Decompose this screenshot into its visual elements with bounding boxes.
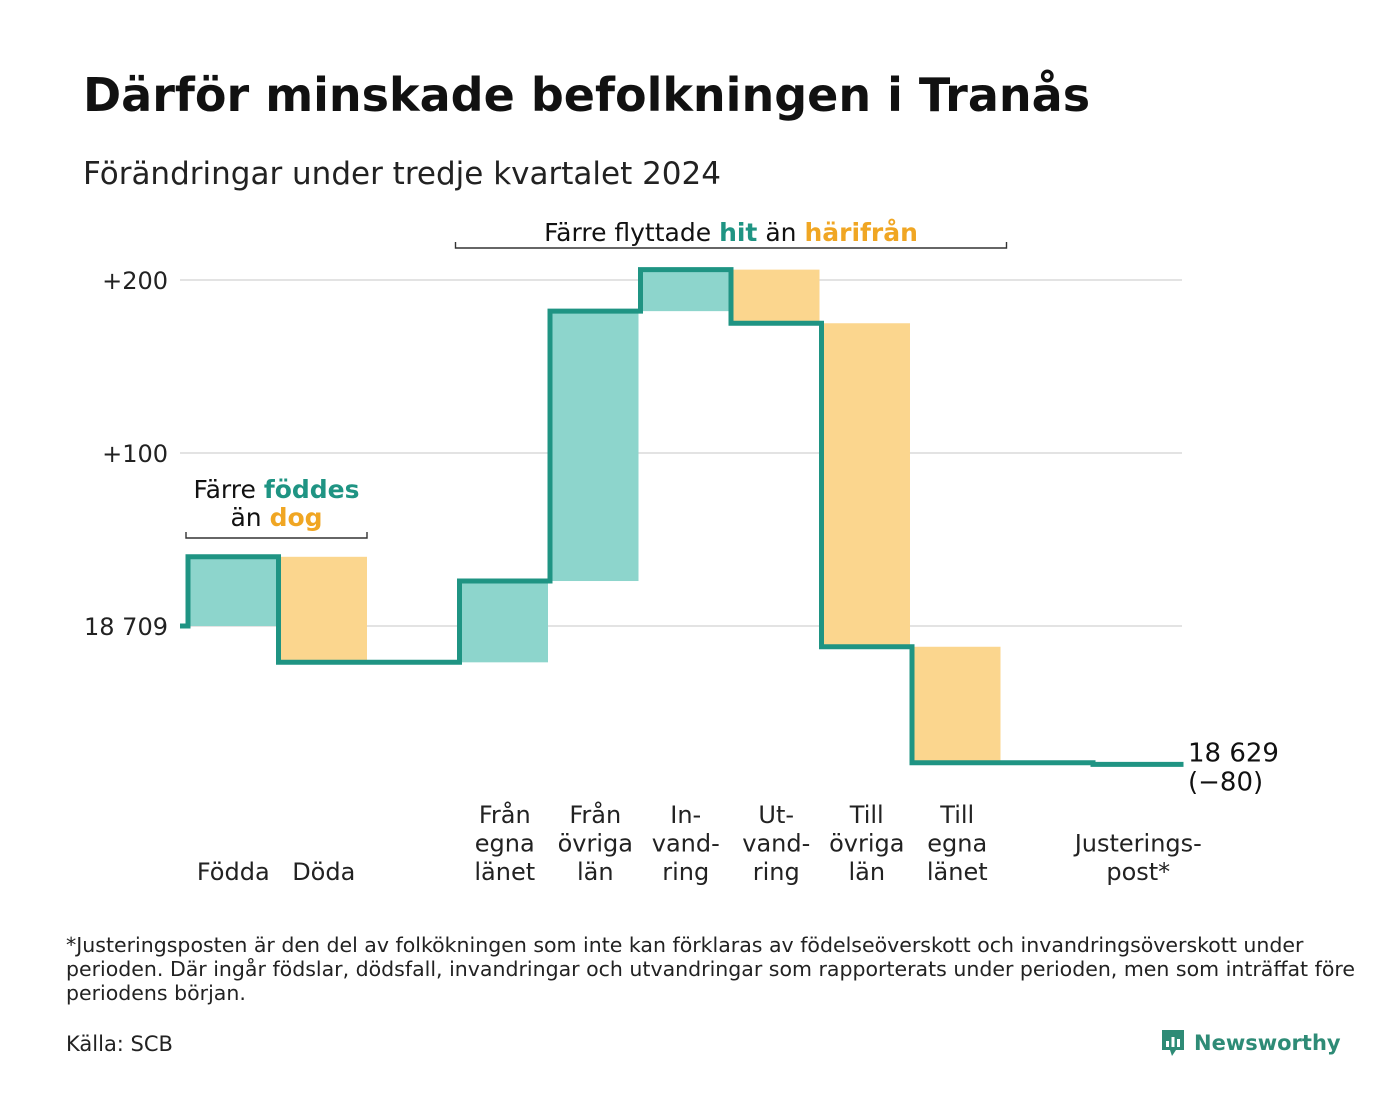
brand: Newsworthy <box>1160 1028 1341 1058</box>
footnote: *Justeringsposten är den del av folkökni… <box>66 933 1355 1005</box>
x-tick-label: egna <box>927 830 987 858</box>
bar-till-egna <box>914 646 1001 763</box>
y-tick-label: 18 709 <box>84 613 168 641</box>
annotation-text: Färre flyttade <box>544 218 719 247</box>
x-tick-label: Från <box>479 800 531 829</box>
x-tick-label: Justerings- <box>1073 830 1202 858</box>
x-tick-label: Födda <box>197 858 270 886</box>
bar-fran-egna <box>461 581 548 663</box>
x-tick-label: ring <box>753 858 800 886</box>
bar-fran-ovriga <box>552 311 639 582</box>
newsworthy-logo-icon <box>1162 1030 1184 1056</box>
annotation-births-line1: Färre föddes <box>194 475 360 504</box>
x-tick-label: län <box>577 858 614 886</box>
annotation-highlight: hit <box>719 218 757 247</box>
bar-fodda <box>190 556 277 626</box>
annotation-highlight: härifrån <box>804 218 917 247</box>
brand-name: Newsworthy <box>1194 1031 1341 1055</box>
end-change-label: (−80) <box>1188 767 1263 797</box>
x-tick-label: övriga <box>829 830 904 858</box>
x-tick-label: länet <box>474 858 535 886</box>
bar-doda <box>280 556 367 663</box>
x-tick-label: länet <box>927 858 988 886</box>
x-tick-label: vand- <box>742 830 810 858</box>
x-tick-label: Till <box>849 801 884 829</box>
y-tick-label: +200 <box>102 267 168 295</box>
annotation-highlight: dog <box>270 503 323 532</box>
x-tick-label: län <box>848 858 885 886</box>
annotation-text: än <box>230 503 269 532</box>
bar-utvandring <box>733 269 820 324</box>
bracket-moves <box>454 242 1008 249</box>
step-line <box>180 267 1184 767</box>
y-tick-labels: 18 709 +100 +200 <box>84 267 168 641</box>
x-tick-label: ring <box>662 858 709 886</box>
annotation-moves: Färre flyttade hit än härifrån <box>544 218 918 247</box>
x-tick-label: Döda <box>292 858 355 886</box>
population-step-line <box>180 267 1184 767</box>
x-tick-label: Till <box>939 801 974 829</box>
bar-invandring <box>642 269 729 312</box>
end-labels: 18 629(−80) <box>1188 738 1279 797</box>
x-tick-label: Ut- <box>758 801 794 829</box>
x-tick-label: Från <box>569 800 621 829</box>
bars <box>190 269 1001 763</box>
annotation-births-line2: än dog <box>230 503 322 532</box>
annotation-text: Färre <box>194 475 264 504</box>
x-tick-label: egna <box>475 830 535 858</box>
x-tick-label: post* <box>1106 858 1170 886</box>
chart-title: Därför minskade befolkningen i Tranås <box>83 68 1091 122</box>
annotation-text: än <box>757 218 804 247</box>
annotation-highlight: föddes <box>264 475 360 504</box>
x-tick-labels: Födda DödaFrånegnalänetFrånövrigalänIn-va… <box>197 800 1202 886</box>
chart-subtitle: Förändringar under tredje kvartalet 2024 <box>83 156 721 192</box>
end-value-label: 18 629 <box>1188 738 1279 768</box>
bar-till-ovriga <box>823 323 910 647</box>
source-label: Källa: SCB <box>66 1032 173 1056</box>
y-tick-label: +100 <box>102 440 168 468</box>
x-tick-label: In- <box>670 801 701 829</box>
x-tick-label: vand- <box>652 830 720 858</box>
x-tick-label: övriga <box>558 830 633 858</box>
bracket-births <box>185 532 368 539</box>
